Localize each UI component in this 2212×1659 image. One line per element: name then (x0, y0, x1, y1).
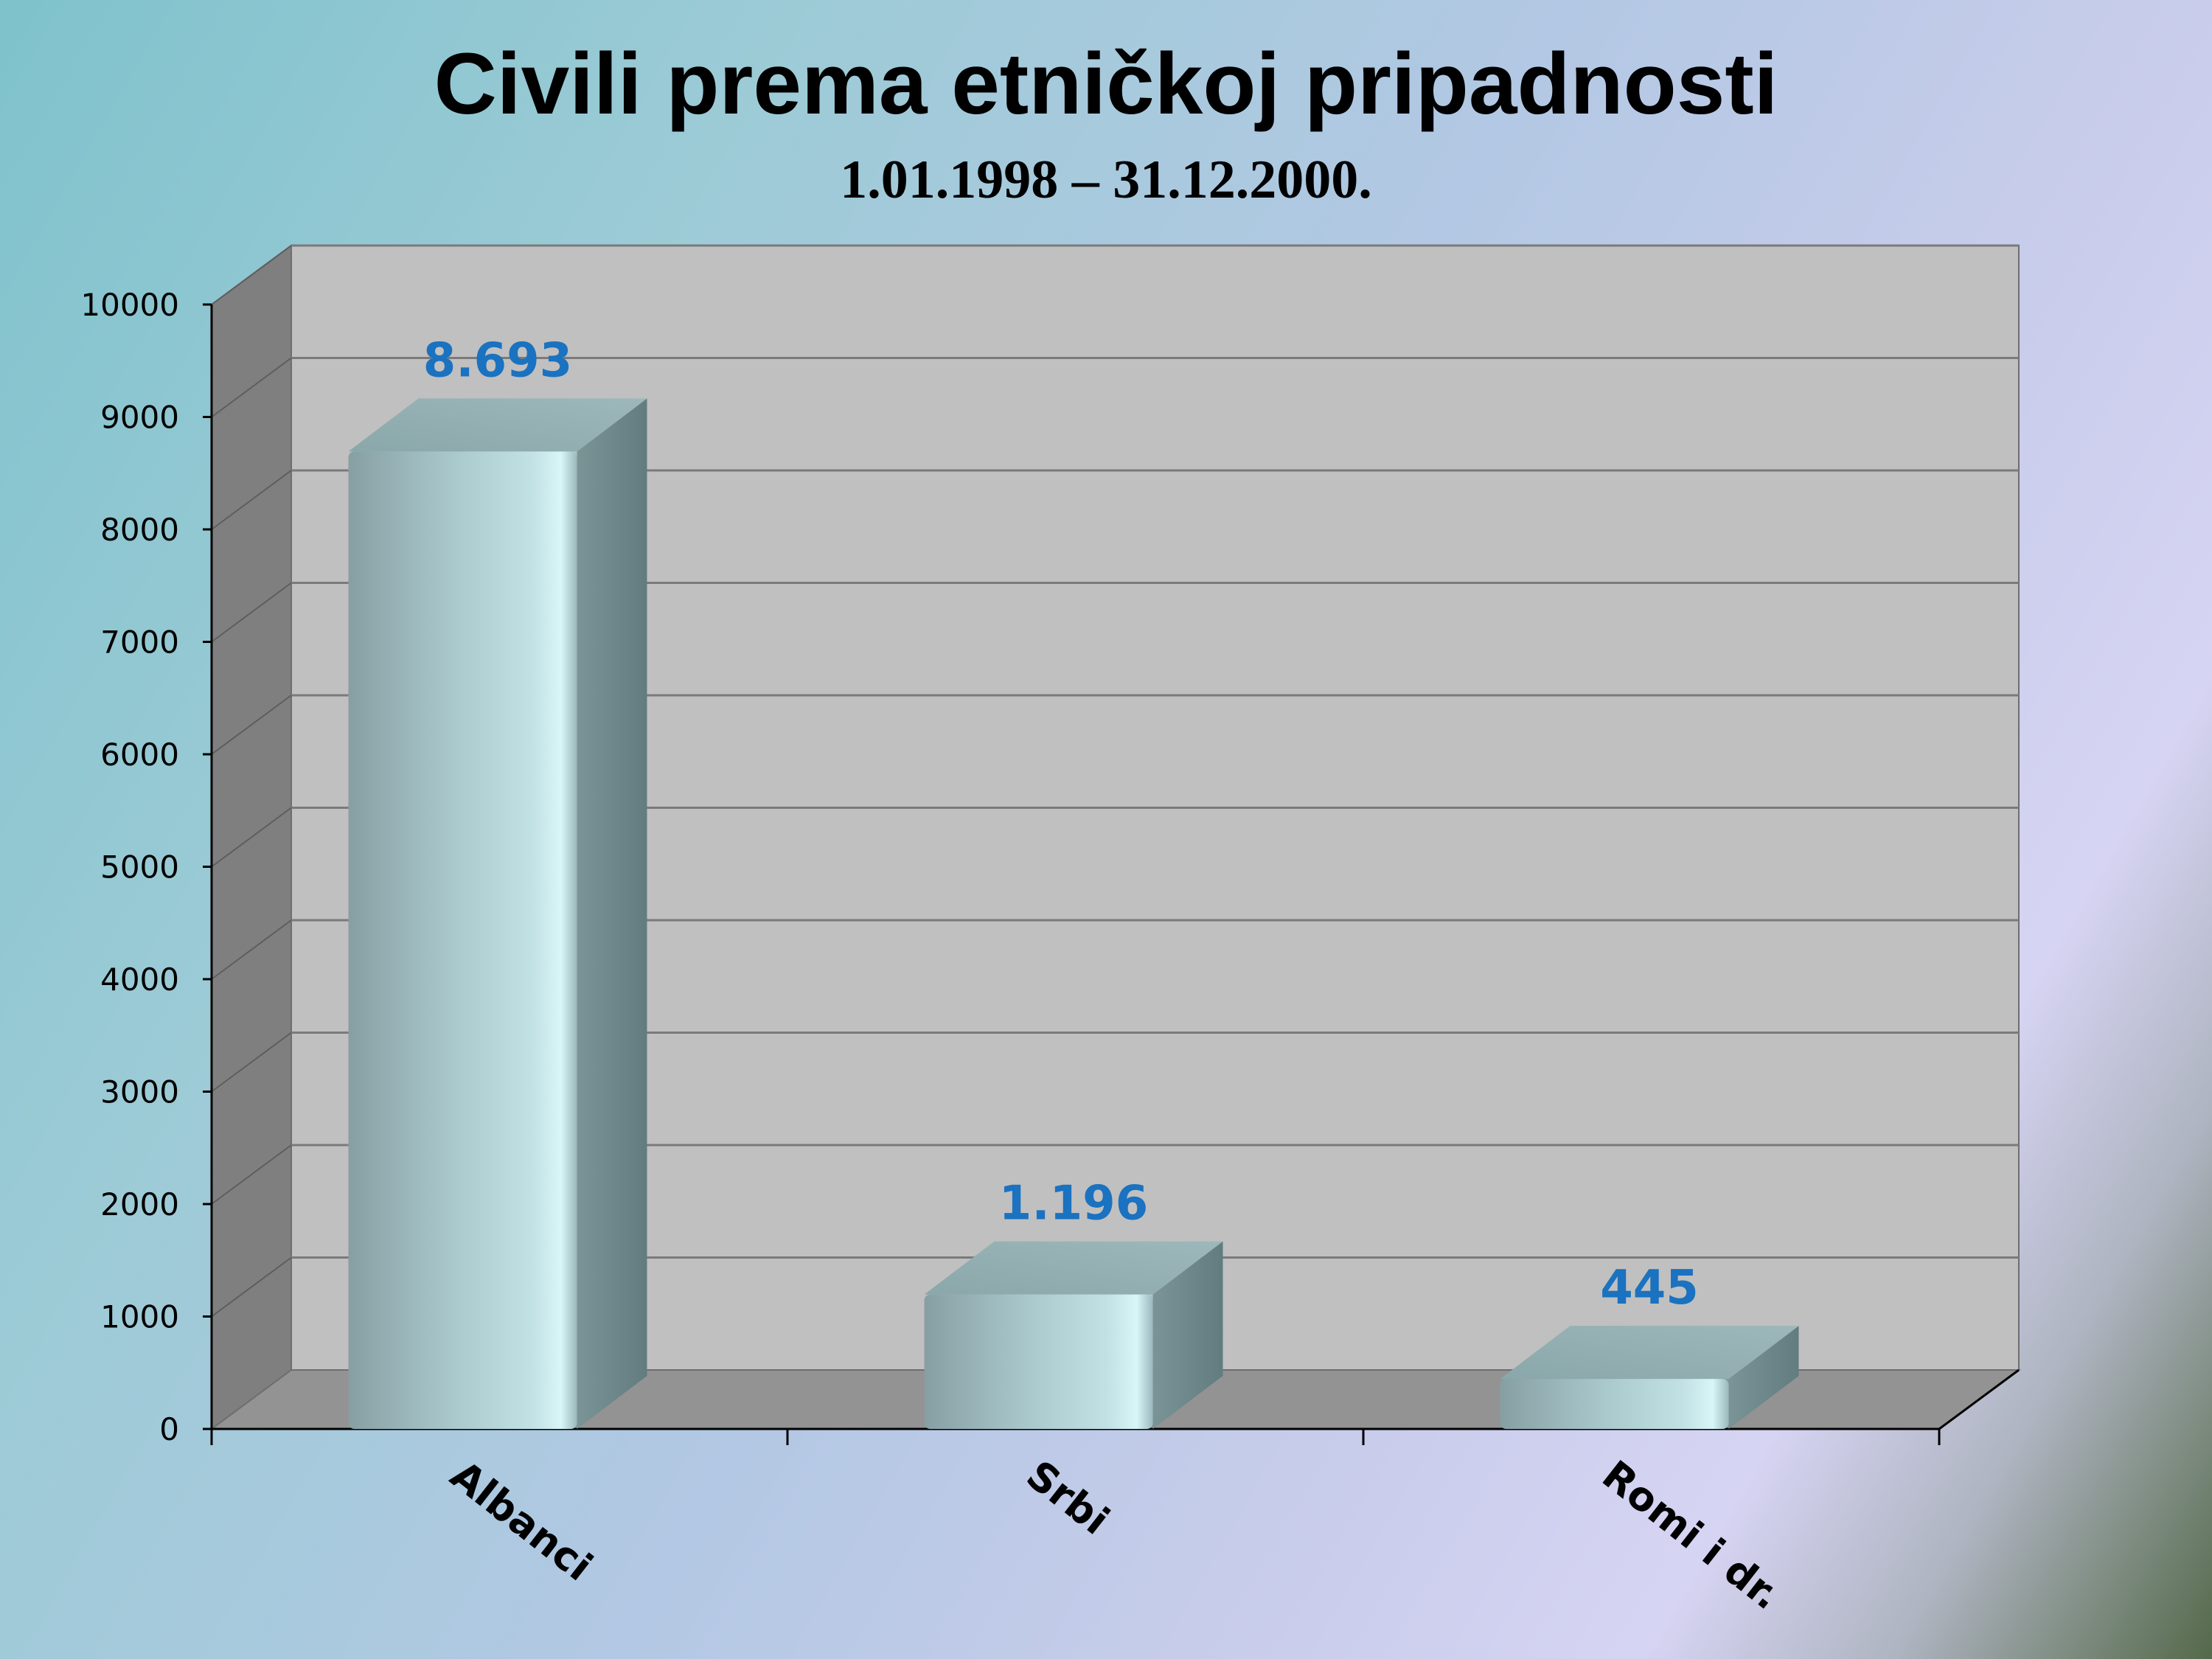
bar-top (348, 398, 647, 452)
bar-side (1152, 1241, 1223, 1429)
floor-edge (1938, 1368, 2020, 1430)
data-label: 1.196 (999, 1177, 1148, 1231)
x-tick-label: Romi i dr. (1593, 1452, 1789, 1619)
gridline-side (211, 1144, 292, 1205)
y-tick-label: 3000 (100, 1074, 179, 1110)
gridline-side (211, 1032, 292, 1093)
y-tick-label: 7000 (100, 625, 179, 661)
x-tick-label: Albanci (442, 1452, 601, 1590)
gridline-side (211, 919, 292, 980)
chart-title: Civili prema etničkoj pripadnosti (434, 35, 1778, 133)
data-label: 445 (1600, 1261, 1699, 1315)
y-tick-label: 1000 (100, 1299, 179, 1335)
bar-top (1500, 1326, 1799, 1380)
gridline-side (211, 357, 292, 418)
bar-side (1728, 1326, 1799, 1429)
bar-top (924, 1241, 1223, 1295)
y-tick-label: 8000 (100, 512, 179, 548)
chart-subtitle: 1.01.1998 – 31.12.2000. (840, 150, 1372, 210)
bar-side (577, 398, 647, 1429)
bar (348, 451, 577, 1429)
bar (1500, 1379, 1729, 1429)
gridline-side (211, 470, 292, 530)
y-tick-label: 4000 (100, 961, 179, 998)
bar (924, 1294, 1153, 1429)
gridline-side (211, 1256, 292, 1318)
y-tick-label: 6000 (100, 737, 179, 773)
gridline-side (211, 582, 292, 643)
x-tick-label: Srbi (1018, 1452, 1117, 1544)
y-tick-label: 0 (159, 1411, 179, 1447)
gridline-side (211, 695, 292, 755)
gridline-side (211, 245, 292, 305)
y-tick-label: 5000 (100, 849, 179, 886)
gridline-side (211, 807, 292, 868)
data-label: 8.693 (423, 333, 572, 388)
y-tick-label: 10000 (80, 287, 179, 323)
y-tick-label: 9000 (100, 400, 179, 436)
y-tick-label: 2000 (100, 1186, 179, 1222)
